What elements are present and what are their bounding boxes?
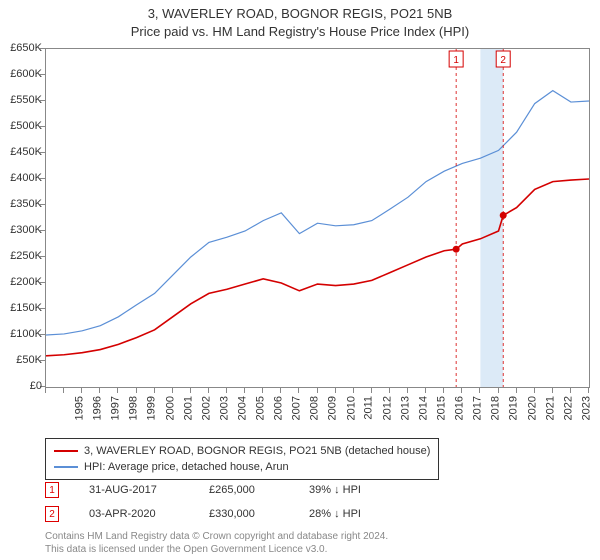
sale-row-2: 2 03-APR-2020 £330,000 28% ↓ HPI bbox=[45, 506, 361, 522]
x-tick-label: 1995 bbox=[73, 396, 85, 420]
legend-label-property: 3, WAVERLEY ROAD, BOGNOR REGIS, PO21 5NB… bbox=[84, 443, 430, 459]
chart-title-1: 3, WAVERLEY ROAD, BOGNOR REGIS, PO21 5NB bbox=[0, 6, 600, 21]
x-tick-label: 2001 bbox=[182, 396, 194, 420]
x-tick-label: 2000 bbox=[164, 396, 176, 420]
sale-date-2: 03-APR-2020 bbox=[89, 508, 179, 520]
x-tick-label: 2019 bbox=[508, 396, 520, 420]
legend-swatch-hpi bbox=[54, 466, 78, 468]
x-tick-label: 2012 bbox=[381, 396, 393, 420]
chart-container: 3, WAVERLEY ROAD, BOGNOR REGIS, PO21 5NB… bbox=[0, 0, 600, 560]
footer: Contains HM Land Registry data © Crown c… bbox=[45, 530, 388, 556]
x-tick-label: 2009 bbox=[327, 396, 339, 420]
x-tick-label: 2022 bbox=[562, 396, 574, 420]
svg-text:1: 1 bbox=[453, 55, 459, 66]
sale-marker-1: 1 bbox=[45, 482, 59, 498]
y-tick-label: £350K bbox=[2, 198, 42, 210]
x-tick-label: 2008 bbox=[309, 396, 321, 420]
x-tick-label: 1997 bbox=[110, 396, 122, 420]
x-tick-label: 1998 bbox=[128, 396, 140, 420]
footer-line-2: This data is licensed under the Open Gov… bbox=[45, 543, 388, 556]
sale-delta-1: 39% ↓ HPI bbox=[309, 484, 361, 496]
x-tick-label: 2005 bbox=[254, 396, 266, 420]
svg-text:2: 2 bbox=[500, 55, 506, 66]
sale-date-1: 31-AUG-2017 bbox=[89, 484, 179, 496]
x-tick-label: 2021 bbox=[544, 396, 556, 420]
x-tick-label: 2014 bbox=[417, 396, 429, 420]
y-tick-label: £400K bbox=[2, 172, 42, 184]
sale-marker-2: 2 bbox=[45, 506, 59, 522]
plot-area: 12 bbox=[45, 48, 590, 388]
x-tick-label: 2017 bbox=[472, 396, 484, 420]
legend-label-hpi: HPI: Average price, detached house, Arun bbox=[84, 459, 289, 475]
y-tick-label: £150K bbox=[2, 302, 42, 314]
y-tick-label: £300K bbox=[2, 224, 42, 236]
legend: 3, WAVERLEY ROAD, BOGNOR REGIS, PO21 5NB… bbox=[45, 438, 439, 480]
sale-row-1: 1 31-AUG-2017 £265,000 39% ↓ HPI bbox=[45, 482, 361, 498]
plot-svg: 12 bbox=[46, 49, 589, 387]
x-tick-label: 2020 bbox=[526, 396, 538, 420]
y-tick-label: £0 bbox=[2, 380, 42, 392]
x-tick-label: 2013 bbox=[399, 396, 411, 420]
x-tick-label: 2006 bbox=[273, 396, 285, 420]
x-tick-label: 2018 bbox=[490, 396, 502, 420]
y-tick-label: £100K bbox=[2, 328, 42, 340]
x-tick-label: 2010 bbox=[345, 396, 357, 420]
x-tick-label: 2002 bbox=[200, 396, 212, 420]
x-tick-label: 2015 bbox=[435, 396, 447, 420]
y-tick-label: £600K bbox=[2, 68, 42, 80]
legend-item-property: 3, WAVERLEY ROAD, BOGNOR REGIS, PO21 5NB… bbox=[54, 443, 430, 459]
chart-title-2: Price paid vs. HM Land Registry's House … bbox=[0, 24, 600, 39]
y-tick-label: £250K bbox=[2, 250, 42, 262]
x-tick-label: 2004 bbox=[236, 396, 248, 420]
y-tick-label: £50K bbox=[2, 354, 42, 366]
x-tick-label: 2016 bbox=[454, 396, 466, 420]
x-tick-label: 2007 bbox=[291, 396, 303, 420]
sale-price-2: £330,000 bbox=[209, 508, 279, 520]
x-tick-label: 2003 bbox=[218, 396, 230, 420]
y-tick-label: £550K bbox=[2, 94, 42, 106]
y-tick-label: £500K bbox=[2, 120, 42, 132]
sale-price-1: £265,000 bbox=[209, 484, 279, 496]
footer-line-1: Contains HM Land Registry data © Crown c… bbox=[45, 530, 388, 543]
y-tick-label: £450K bbox=[2, 146, 42, 158]
legend-item-hpi: HPI: Average price, detached house, Arun bbox=[54, 459, 430, 475]
sale-delta-2: 28% ↓ HPI bbox=[309, 508, 361, 520]
x-tick-label: 2011 bbox=[362, 396, 374, 420]
x-tick-label: 2023 bbox=[580, 396, 592, 420]
y-tick-label: £650K bbox=[2, 42, 42, 54]
x-tick-label: 1996 bbox=[92, 396, 104, 420]
x-tick-label: 1999 bbox=[146, 396, 158, 420]
legend-swatch-property bbox=[54, 450, 78, 452]
y-tick-label: £200K bbox=[2, 276, 42, 288]
